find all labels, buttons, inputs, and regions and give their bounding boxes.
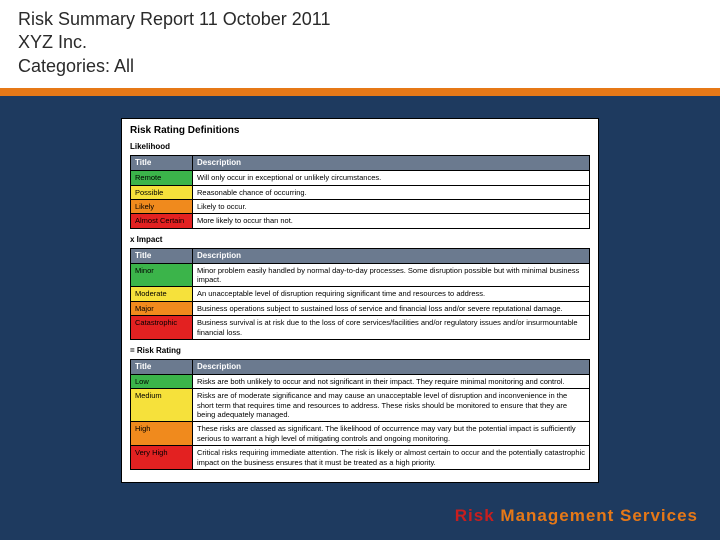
cell-desc: Risks are both unlikely to occur and not… <box>193 374 590 388</box>
impact-label: x Impact <box>130 235 590 244</box>
table-row: CatastrophicBusiness survival is at risk… <box>131 316 590 340</box>
table-row: HighThese risks are classed as significa… <box>131 422 590 446</box>
content-area: Risk Rating Definitions Likelihood Title… <box>0 96 720 483</box>
categories-label: Categories: All <box>18 55 702 78</box>
cell-title: Medium <box>131 389 193 422</box>
table-row: MediumRisks are of moderate significance… <box>131 389 590 422</box>
table-row: LowRisks are both unlikely to occur and … <box>131 374 590 388</box>
cell-desc: Business operations subject to sustained… <box>193 301 590 315</box>
cell-title: Major <box>131 301 193 315</box>
table-row: LikelyLikely to occur. <box>131 199 590 213</box>
cell-desc: An unacceptable level of disruption requ… <box>193 287 590 301</box>
cell-title: Possible <box>131 185 193 199</box>
cell-desc: These risks are classed as significant. … <box>193 422 590 446</box>
col-title: Title <box>131 156 193 171</box>
table-row: MinorMinor problem easily handled by nor… <box>131 263 590 287</box>
cell-desc: Reasonable chance of occurring. <box>193 185 590 199</box>
col-title: Title <box>131 248 193 263</box>
table-row: Almost CertainMore likely to occur than … <box>131 214 590 228</box>
footer-part2: Management Services <box>500 506 698 525</box>
col-desc: Description <box>193 359 590 374</box>
cell-desc: Business survival is at risk due to the … <box>193 316 590 340</box>
cell-title: Low <box>131 374 193 388</box>
header: Risk Summary Report 11 October 2011 XYZ … <box>0 0 720 88</box>
table-header-row: Title Description <box>131 156 590 171</box>
rating-table: Title Description LowRisks are both unli… <box>130 359 590 470</box>
col-title: Title <box>131 359 193 374</box>
col-desc: Description <box>193 248 590 263</box>
rating-label: = Risk Rating <box>130 346 590 355</box>
cell-title: High <box>131 422 193 446</box>
cell-title: Very High <box>131 446 193 470</box>
table-row: Very HighCritical risks requiring immedi… <box>131 446 590 470</box>
footer-branding: Risk Management Services <box>455 506 698 526</box>
definitions-title: Risk Rating Definitions <box>130 125 590 136</box>
company-name: XYZ Inc. <box>18 31 702 54</box>
footer-part1: Risk <box>455 506 501 525</box>
cell-desc: Will only occur in exceptional or unlike… <box>193 171 590 185</box>
cell-title: Moderate <box>131 287 193 301</box>
cell-title: Minor <box>131 263 193 287</box>
likelihood-label: Likelihood <box>130 142 590 151</box>
cell-desc: Critical risks requiring immediate atten… <box>193 446 590 470</box>
likelihood-table: Title Description RemoteWill only occur … <box>130 155 590 229</box>
table-row: PossibleReasonable chance of occurring. <box>131 185 590 199</box>
table-header-row: Title Description <box>131 248 590 263</box>
impact-table: Title Description MinorMinor problem eas… <box>130 248 590 340</box>
col-desc: Description <box>193 156 590 171</box>
table-row: RemoteWill only occur in exceptional or … <box>131 171 590 185</box>
definitions-panel: Risk Rating Definitions Likelihood Title… <box>121 118 599 483</box>
table-row: MajorBusiness operations subject to sust… <box>131 301 590 315</box>
cell-desc: Minor problem easily handled by normal d… <box>193 263 590 287</box>
cell-desc: Risks are of moderate significance and m… <box>193 389 590 422</box>
cell-desc: More likely to occur than not. <box>193 214 590 228</box>
cell-title: Catastrophic <box>131 316 193 340</box>
report-title: Risk Summary Report 11 October 2011 <box>18 8 702 31</box>
cell-desc: Likely to occur. <box>193 199 590 213</box>
table-header-row: Title Description <box>131 359 590 374</box>
cell-title: Almost Certain <box>131 214 193 228</box>
table-row: ModerateAn unacceptable level of disrupt… <box>131 287 590 301</box>
cell-title: Remote <box>131 171 193 185</box>
cell-title: Likely <box>131 199 193 213</box>
divider-bar <box>0 88 720 96</box>
